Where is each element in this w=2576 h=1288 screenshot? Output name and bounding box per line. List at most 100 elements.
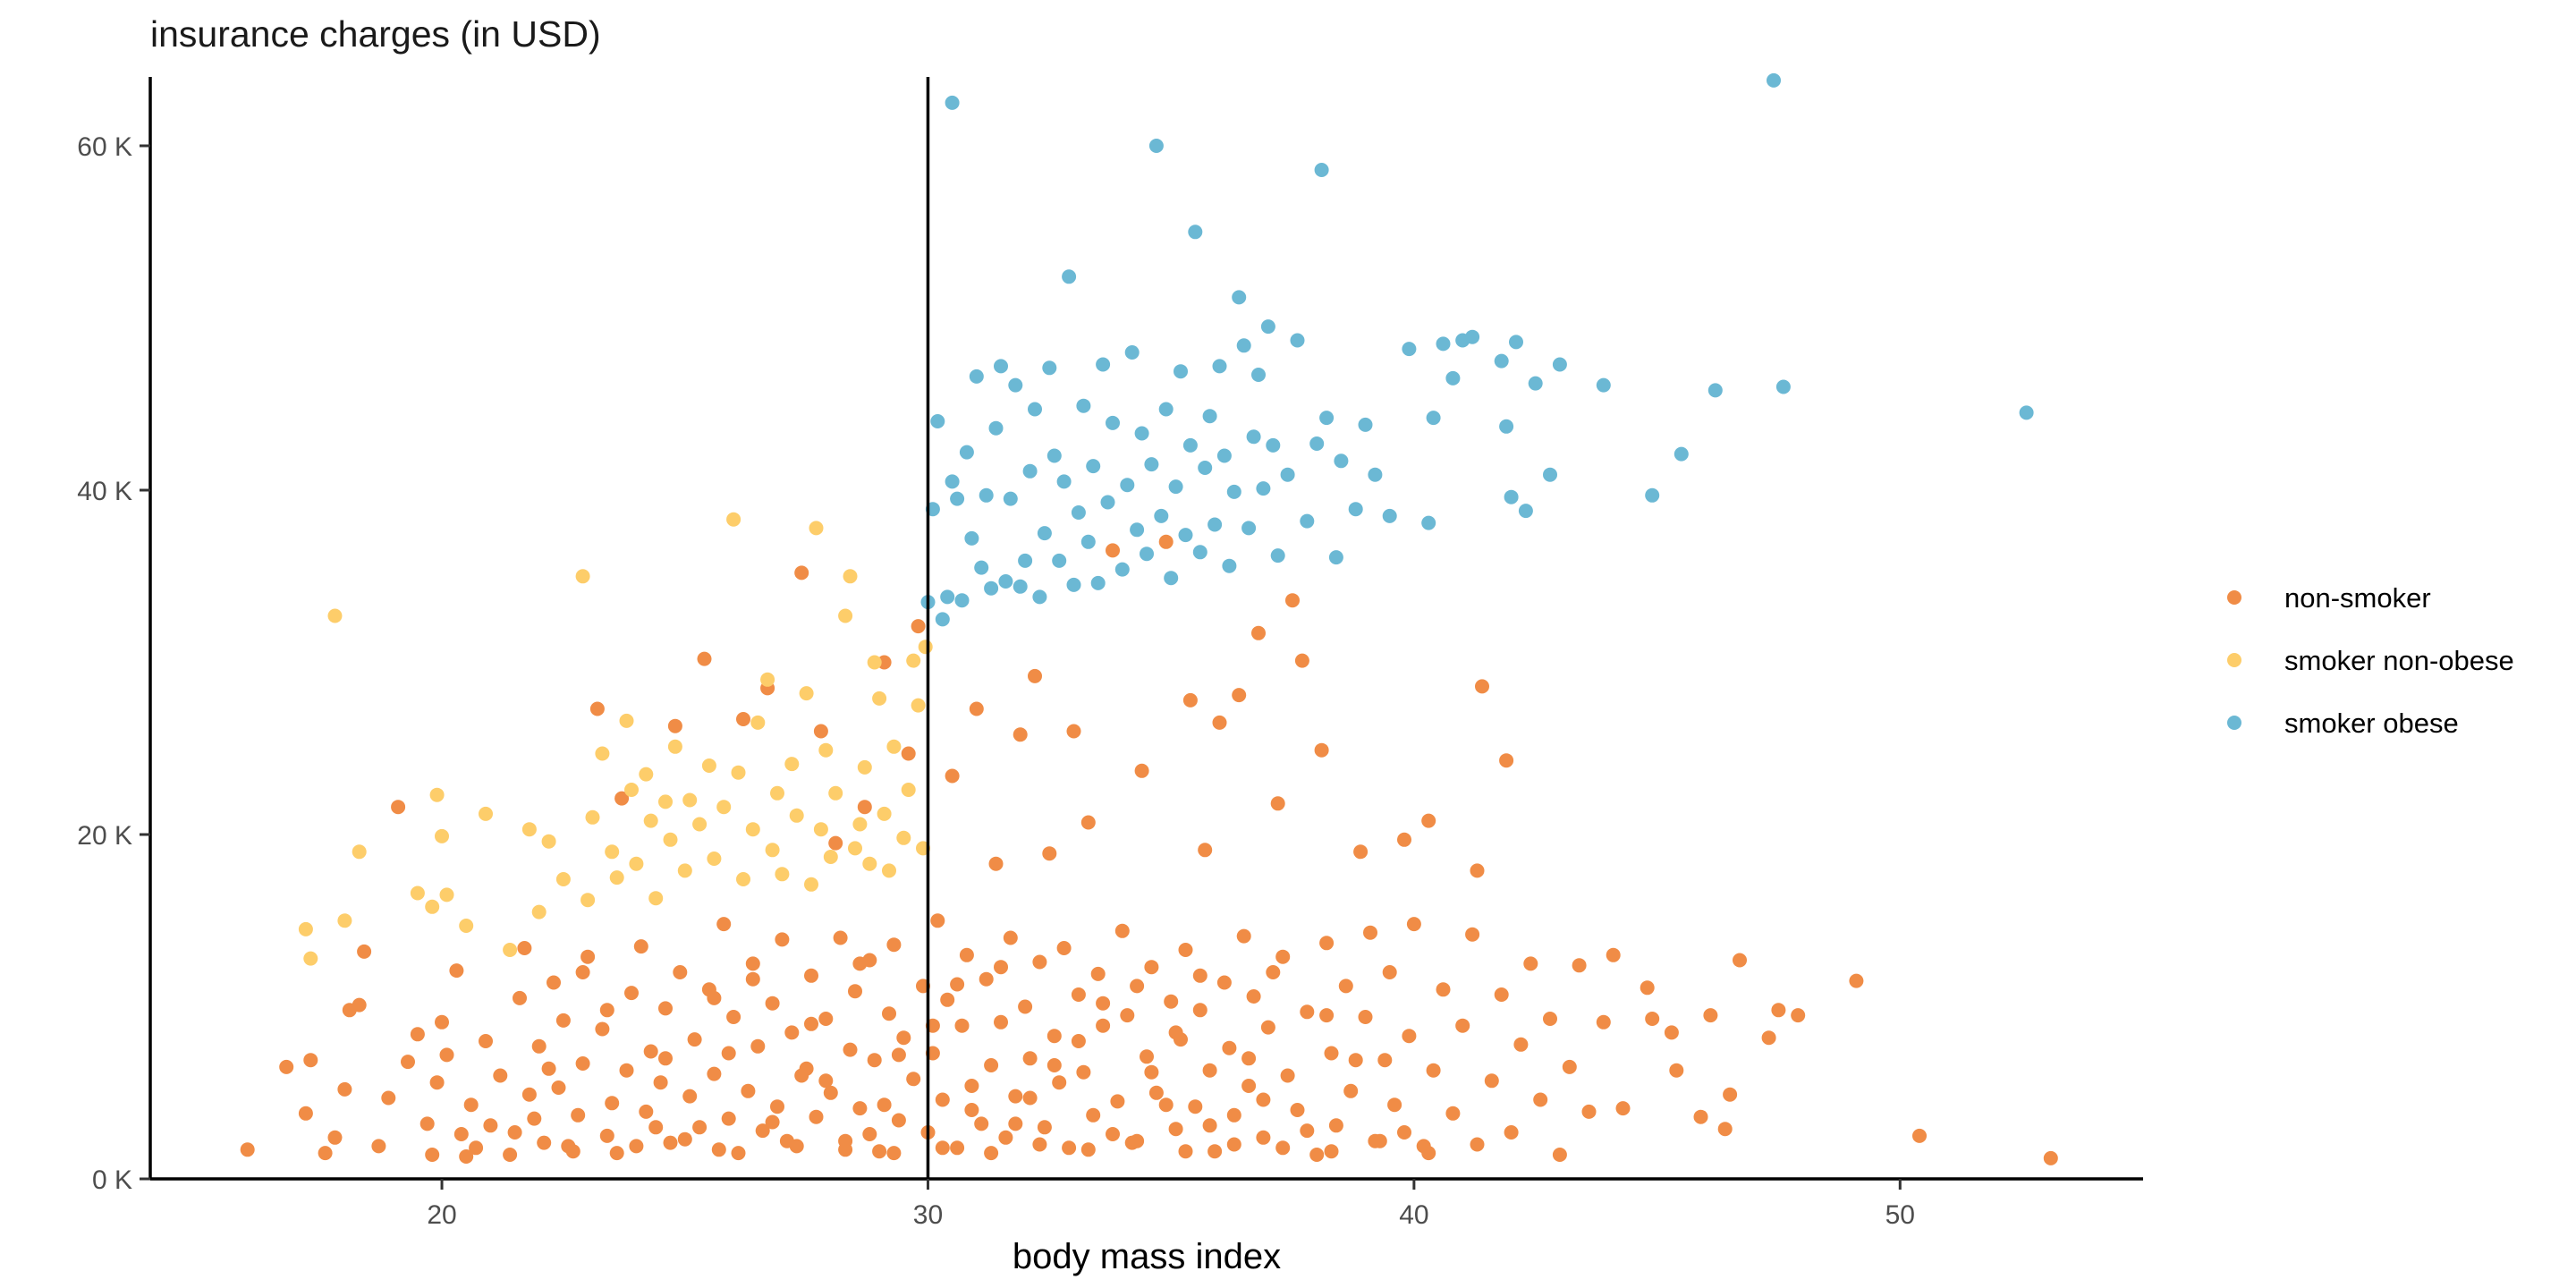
point-smoker-non-obese [658,794,673,809]
point-non-smoker [697,651,712,666]
point-smoker-obese [1008,377,1023,393]
point-non-smoker [726,1010,741,1024]
point-smoker-obese [1052,553,1067,568]
point-smoker-non-obese [667,739,682,754]
point-non-smoker [1168,1025,1183,1040]
point-non-smoker [658,1051,673,1066]
point-non-smoker [1056,941,1072,955]
point-non-smoker [857,800,872,815]
point-smoker-obese [1266,437,1281,453]
point-non-smoker [298,1106,313,1121]
point-non-smoker [677,1131,692,1147]
point-non-smoker [804,1016,818,1031]
point-non-smoker [707,1066,722,1081]
point-non-smoker [731,1146,746,1161]
point-smoker-obese [974,560,989,575]
point-non-smoker [1499,753,1514,768]
point-non-smoker [1202,1063,1217,1078]
point-smoker-non-obese [521,822,537,837]
point-non-smoker [1387,1097,1402,1113]
point-non-smoker [994,1014,1008,1030]
point-non-smoker [750,1038,766,1054]
point-non-smoker [736,712,750,726]
point-non-smoker [2043,1150,2058,1165]
point-non-smoker [1562,1059,1577,1074]
point-smoker-non-obese [663,832,678,847]
point-non-smoker [1236,928,1251,944]
point-smoker-obese [1120,478,1135,493]
point-smoker-obese [1290,333,1305,348]
point-smoker-obese [1436,336,1451,352]
point-non-smoker [1046,1029,1062,1044]
point-smoker-obese [930,414,945,428]
point-smoker-obese [1775,379,1791,394]
point-smoker-obese [1164,571,1179,586]
point-non-smoker [1319,936,1335,951]
point-smoker-non-obese [716,800,732,815]
point-non-smoker [425,1148,440,1162]
point-non-smoker [1377,1053,1393,1068]
point-smoker-obese [1674,446,1689,462]
point-smoker-obese [1241,521,1257,536]
point-non-smoker [838,1142,853,1157]
point-smoker-obese [1144,457,1159,472]
point-non-smoker [435,1014,449,1030]
point-non-smoker [765,1114,780,1130]
point-non-smoker [648,1120,664,1135]
point-non-smoker [779,1133,794,1148]
point-non-smoker [950,977,965,992]
point-non-smoker [589,701,605,716]
point-non-smoker [1256,1092,1271,1107]
point-non-smoker [469,1140,484,1156]
point-smoker-obese [1013,579,1028,594]
point-non-smoker [599,1128,614,1143]
point-non-smoker [862,1127,877,1141]
point-non-smoker [1436,982,1451,997]
point-non-smoker [1144,1064,1159,1080]
point-non-smoker [1032,954,1047,970]
point-non-smoker [745,971,760,987]
point-non-smoker [503,1148,518,1162]
point-non-smoker [1013,727,1028,742]
point-smoker-obese [1174,364,1188,379]
point-smoker-obese [1645,487,1660,503]
point-smoker-obese [1251,368,1266,382]
point-non-smoker [463,1097,479,1113]
point-non-smoker [1251,625,1266,640]
point-non-smoker [906,1072,921,1087]
point-non-smoker [327,1130,343,1145]
point-non-smoker [1260,1020,1275,1035]
point-non-smoker [1353,844,1368,860]
point-smoker-obese [1182,437,1198,453]
point-non-smoker [459,1149,474,1164]
point-non-smoker [629,1139,644,1154]
point-non-smoker [1300,1004,1315,1020]
point-non-smoker [1358,1010,1373,1024]
point-non-smoker [1246,989,1261,1004]
point-non-smoker [794,1068,809,1083]
point-smoker-non-obese [862,856,877,871]
point-smoker-non-obese [682,792,698,808]
point-smoker-non-obese [303,951,318,966]
point-non-smoker [1037,1120,1052,1135]
point-non-smoker [818,1012,834,1026]
point-non-smoker [896,1030,911,1046]
point-non-smoker [828,835,843,851]
point-smoker-non-obese [541,834,556,849]
point-non-smoker [1572,958,1587,973]
x-tick-label: 40 [1399,1200,1428,1230]
point-smoker-obese [1543,467,1557,482]
point-non-smoker [1513,1037,1529,1052]
point-non-smoker [1222,1040,1237,1055]
point-non-smoker [410,1027,425,1042]
point-smoker-non-obese [503,943,518,957]
point-non-smoker [716,917,732,932]
point-non-smoker [891,1047,906,1063]
point-non-smoker [1465,927,1480,942]
point-non-smoker [1052,1075,1067,1090]
point-non-smoker [352,997,367,1013]
point-non-smoker [1106,1127,1120,1141]
point-non-smoker [391,800,406,815]
point-smoker-non-obese [918,640,933,655]
point-non-smoker [531,1038,547,1054]
